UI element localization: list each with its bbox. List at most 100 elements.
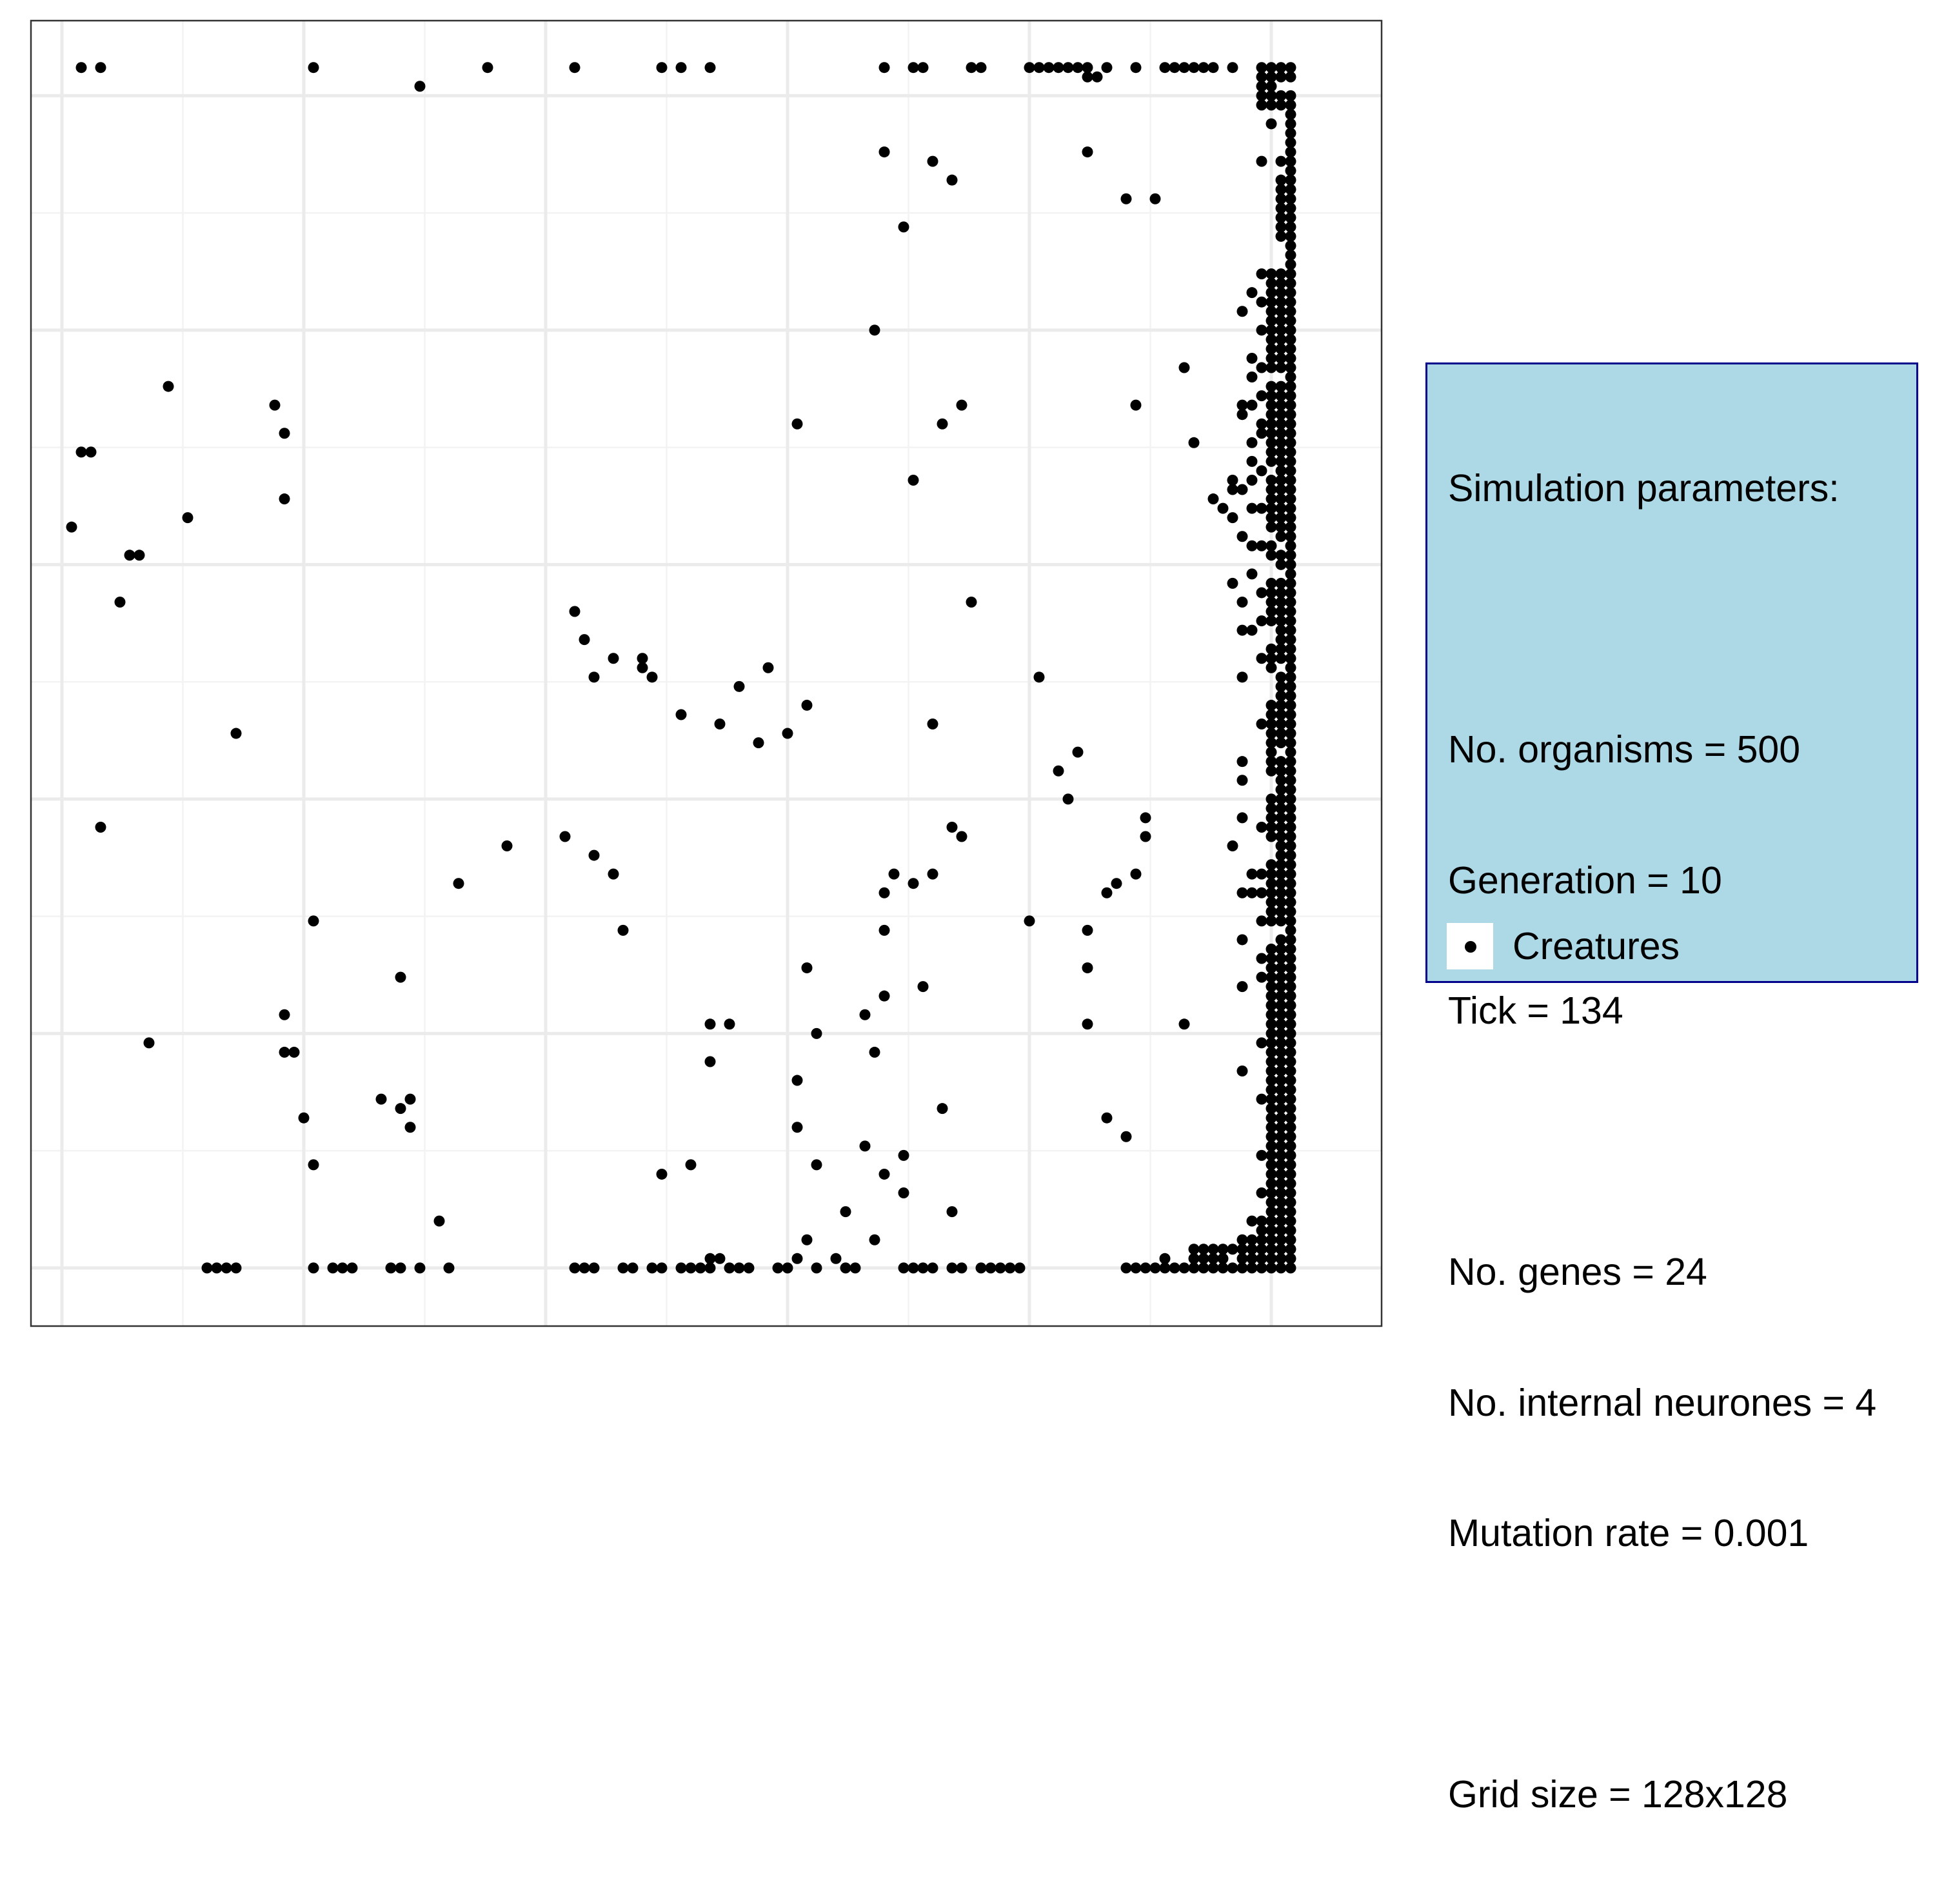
creature-point: [1285, 859, 1296, 871]
creature-point: [782, 728, 793, 739]
creature-point: [1275, 953, 1287, 964]
creature-point: [443, 1262, 455, 1274]
creature-point: [1275, 1009, 1287, 1020]
creature-point: [230, 1262, 242, 1274]
creature-point: [1275, 90, 1287, 101]
creature-point: [1275, 1225, 1287, 1236]
creature-point: [163, 381, 174, 392]
creature-point: [1285, 1244, 1296, 1255]
creature-point: [1285, 1225, 1296, 1236]
creature-point: [1285, 62, 1296, 74]
creature-point: [1265, 399, 1277, 411]
param-spacer: [1448, 598, 1876, 642]
creature-point: [1178, 362, 1190, 373]
grid-minor-lines: [31, 21, 1382, 1326]
creature-point: [830, 1253, 842, 1264]
creature-point: [1265, 953, 1277, 964]
creature-point: [1275, 268, 1287, 280]
creature-point: [1236, 671, 1248, 683]
creature-point: [1256, 390, 1267, 402]
creature-point: [1265, 390, 1277, 402]
creature-point: [1236, 934, 1248, 946]
creature-point: [1265, 1206, 1277, 1218]
creature-point: [1265, 512, 1277, 524]
creature-point: [1265, 859, 1277, 871]
creature-point: [1285, 680, 1296, 692]
creature-point: [1236, 1262, 1248, 1274]
legend-key: [1447, 923, 1493, 969]
creature-point: [1256, 428, 1267, 439]
creature-point: [898, 1262, 909, 1274]
creature-point: [1207, 1244, 1219, 1255]
plot-panel-border: [30, 19, 1383, 1327]
creature-point: [1285, 1187, 1296, 1199]
creature-point: [1256, 1253, 1267, 1264]
creature-point: [1285, 531, 1296, 542]
creature-point: [327, 1262, 339, 1274]
creature-point: [501, 840, 513, 852]
creature-point: [1265, 606, 1277, 617]
creature-point: [1285, 793, 1296, 805]
creature-point: [1265, 1159, 1277, 1171]
creature-point: [134, 550, 145, 561]
creature-point: [1120, 193, 1132, 204]
creature-point: [1275, 465, 1287, 477]
creature-point: [1265, 540, 1277, 551]
creature-point: [1285, 108, 1296, 120]
creature-point: [1285, 165, 1296, 177]
creature-point: [1285, 1178, 1296, 1189]
creature-point: [1265, 1244, 1277, 1255]
creature-point: [791, 1253, 803, 1264]
creature-point: [1198, 62, 1209, 74]
creature-point: [1265, 1149, 1277, 1161]
creature-point: [1275, 1206, 1287, 1218]
creature-point: [1004, 1262, 1016, 1274]
param-organisms: No. organisms = 500: [1448, 728, 1801, 771]
creature-point: [1275, 1178, 1287, 1189]
creature-point: [453, 878, 464, 889]
creature-point: [1256, 615, 1267, 627]
creature-point: [1207, 1253, 1219, 1264]
creature-point: [656, 1262, 668, 1274]
creature-point: [1285, 71, 1296, 83]
creature-point: [1285, 775, 1296, 786]
creature-point: [1285, 343, 1296, 355]
creature-point: [414, 81, 426, 92]
creature-point: [211, 1262, 223, 1274]
creature-point: [1285, 934, 1296, 946]
creature-point: [221, 1262, 232, 1274]
creature-point: [114, 596, 126, 608]
creature-point: [995, 1262, 1006, 1274]
creature-point: [1082, 1018, 1093, 1030]
creature-point: [1265, 1037, 1277, 1049]
creature-point: [1227, 1262, 1238, 1274]
creature-point: [685, 1159, 697, 1171]
creature-point: [1285, 634, 1296, 646]
param-genes: No. genes = 24: [1448, 1251, 1707, 1293]
creature-point: [1207, 493, 1219, 505]
creature-point: [1265, 1000, 1277, 1011]
creature-point: [1275, 184, 1287, 195]
creature-point: [1159, 62, 1171, 74]
creature-point: [937, 418, 948, 430]
creature-point: [395, 1262, 406, 1274]
creature-point: [782, 1262, 793, 1274]
creature-point: [733, 680, 745, 692]
creature-point: [1256, 155, 1267, 167]
creature-point: [1236, 1244, 1248, 1255]
creature-point: [279, 1046, 290, 1058]
creature-point: [1265, 1027, 1277, 1039]
creature-point: [1275, 62, 1287, 74]
param-grid-size: Grid size = 128x128: [1448, 1773, 1788, 1816]
creature-point: [946, 174, 958, 186]
creature-point: [1285, 493, 1296, 505]
creature-point: [1246, 352, 1258, 364]
creature-point: [1140, 831, 1151, 842]
creature-point: [1285, 699, 1296, 711]
creature-point: [1275, 737, 1287, 749]
creature-point: [1275, 521, 1287, 533]
creature-point: [1101, 1112, 1113, 1124]
creature-point: [1256, 296, 1267, 308]
creature-point: [1275, 1112, 1287, 1124]
creature-point: [1014, 1262, 1026, 1274]
